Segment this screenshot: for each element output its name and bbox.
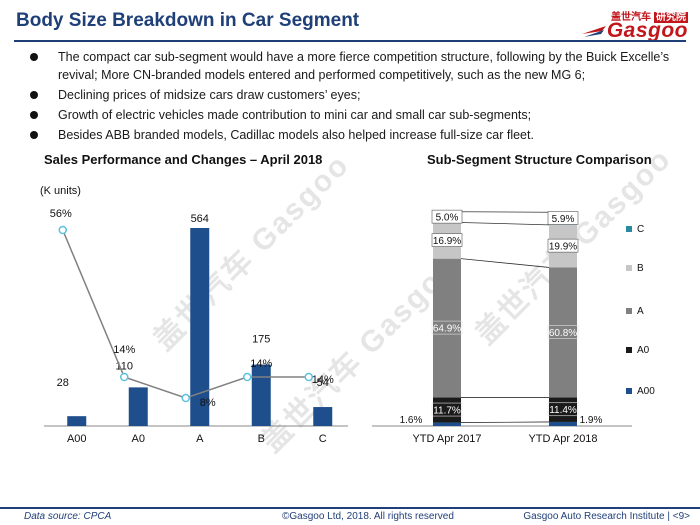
change-marker <box>120 372 129 382</box>
footer: Data source: CPCA ©Gasgoo Ltd, 2018. All… <box>0 503 700 525</box>
change-marker <box>304 372 313 382</box>
segment-label-group: 11.4% <box>547 402 579 417</box>
logo-en-text: Gasgoo <box>606 19 688 42</box>
title-rule <box>14 40 686 42</box>
segment-value-label: 60.8% <box>549 328 577 339</box>
connector-line <box>460 222 550 226</box>
x-tick-label: A <box>196 433 204 445</box>
legend-label: A <box>637 306 644 317</box>
legend-label: A00 <box>637 386 655 397</box>
data-source: Data source: CPCA <box>24 511 112 522</box>
legend-swatch <box>626 388 632 394</box>
bar-a <box>190 228 210 426</box>
segment-value-label: 16.9% <box>433 236 461 247</box>
change-marker <box>58 225 67 235</box>
segment-label-box <box>547 238 579 253</box>
bar-b <box>251 364 271 426</box>
segment-label-group: 64.9% <box>431 320 463 335</box>
bar-a0 <box>128 387 148 426</box>
legend-swatch <box>626 226 632 232</box>
segment-label-group: 5.0% <box>431 209 463 224</box>
logo-swoosh-icon <box>582 26 606 37</box>
bullet-dot-icon <box>30 91 38 99</box>
legend-swatch <box>626 347 632 353</box>
legend-swatch <box>626 265 632 271</box>
bullet-dot-icon <box>30 53 38 61</box>
bullet-item: Declining prices of midsize cars draw cu… <box>30 86 682 104</box>
change-marker <box>181 393 190 403</box>
legend-label: C <box>637 224 644 235</box>
segment-label-box <box>547 325 579 339</box>
right-chart-title: Sub-Segment Structure Comparison <box>427 152 652 167</box>
x-tick-label: B <box>258 433 265 445</box>
x-tick-label: C <box>319 433 327 445</box>
connector-line <box>460 421 550 423</box>
segment-value-label: 11.7% <box>433 406 461 417</box>
stack-segment-a00 <box>549 421 577 426</box>
change-label: 8% <box>200 397 216 409</box>
segment-label-box <box>431 320 463 335</box>
bar-value-label: 110 <box>115 360 133 372</box>
bullet-item: Besides ABB branded models, Cadillac mod… <box>30 126 682 144</box>
segment-value-label: 1.6% <box>400 415 423 426</box>
x-tick-label: YTD Apr 2018 <box>528 433 597 445</box>
bar-value-label: 564 <box>191 213 209 225</box>
segment-label-group: 19.9% <box>547 238 579 253</box>
change-label: 14% <box>312 374 334 386</box>
x-tick-label: A0 <box>132 433 145 445</box>
segment-label-box <box>547 402 579 417</box>
bullet-dot-icon <box>30 131 38 139</box>
stack-segment-a0 <box>549 397 577 422</box>
legend-label: A0 <box>637 345 650 356</box>
segment-value-label: 64.9% <box>433 324 461 335</box>
change-label: 14% <box>250 358 272 370</box>
segment-label-box <box>431 402 463 417</box>
bullet-item: The compact car sub-segment would have a… <box>30 48 682 84</box>
legend-swatch <box>626 308 632 314</box>
segment-value-label: 5.9% <box>552 214 575 225</box>
change-label: 14% <box>113 344 135 356</box>
segment-label-group: 11.7% <box>431 402 463 417</box>
footer-rule <box>0 507 700 509</box>
bar-value-label: 54 <box>317 377 329 389</box>
logo-cn-text: 盖世汽车 研究院 <box>611 12 688 23</box>
stack-segment-a <box>549 267 577 398</box>
stack-segment-a <box>433 258 461 398</box>
copyright: ©Gasgoo Ltd, 2018. All rights reserved <box>282 511 454 522</box>
change-marker <box>243 372 252 382</box>
bar-value-label: 175 <box>252 334 270 346</box>
connector-line <box>460 258 550 268</box>
stack-segment-a00 <box>433 422 461 426</box>
segment-label-box <box>431 233 463 247</box>
page-title: Body Size Breakdown in Car Segment <box>16 10 360 31</box>
gasgoo-logo: 盖世汽车 研究院 Gasgoo <box>576 8 688 44</box>
bullet-dot-icon <box>30 111 38 119</box>
segment-label-group: 16.9% <box>431 233 463 247</box>
segment-value-label: 1.9% <box>580 415 603 426</box>
segment-value-label: 5.0% <box>436 213 459 224</box>
segment-label-box <box>431 209 463 224</box>
institute-and-page: Gasgoo Auto Research Institute | <9> <box>523 511 690 522</box>
x-tick-label: A00 <box>67 433 87 445</box>
segment-label-group: 60.8% <box>547 325 579 339</box>
bar-c <box>313 407 333 426</box>
legend-label: B <box>637 263 644 274</box>
left-chart-title: Sales Performance and Changes – April 20… <box>44 152 323 167</box>
y-unit-label: (K units) <box>40 185 81 197</box>
bar-value-label: 28 <box>57 377 69 389</box>
x-tick-label: YTD Apr 2017 <box>412 433 481 445</box>
segment-label-box <box>547 211 579 225</box>
segment-value-label: 19.9% <box>549 242 577 253</box>
segment-label-group: 5.9% <box>547 211 579 225</box>
segment-value-label: 11.4% <box>549 405 577 416</box>
bullet-item: Growth of electric vehicles made contrib… <box>30 106 682 124</box>
stack-segment-a0 <box>433 397 461 423</box>
bullet-list: The compact car sub-segment would have a… <box>30 48 682 146</box>
page-number: <9> <box>672 511 690 522</box>
bar-a00 <box>67 416 87 426</box>
change-label: 56% <box>50 208 72 220</box>
